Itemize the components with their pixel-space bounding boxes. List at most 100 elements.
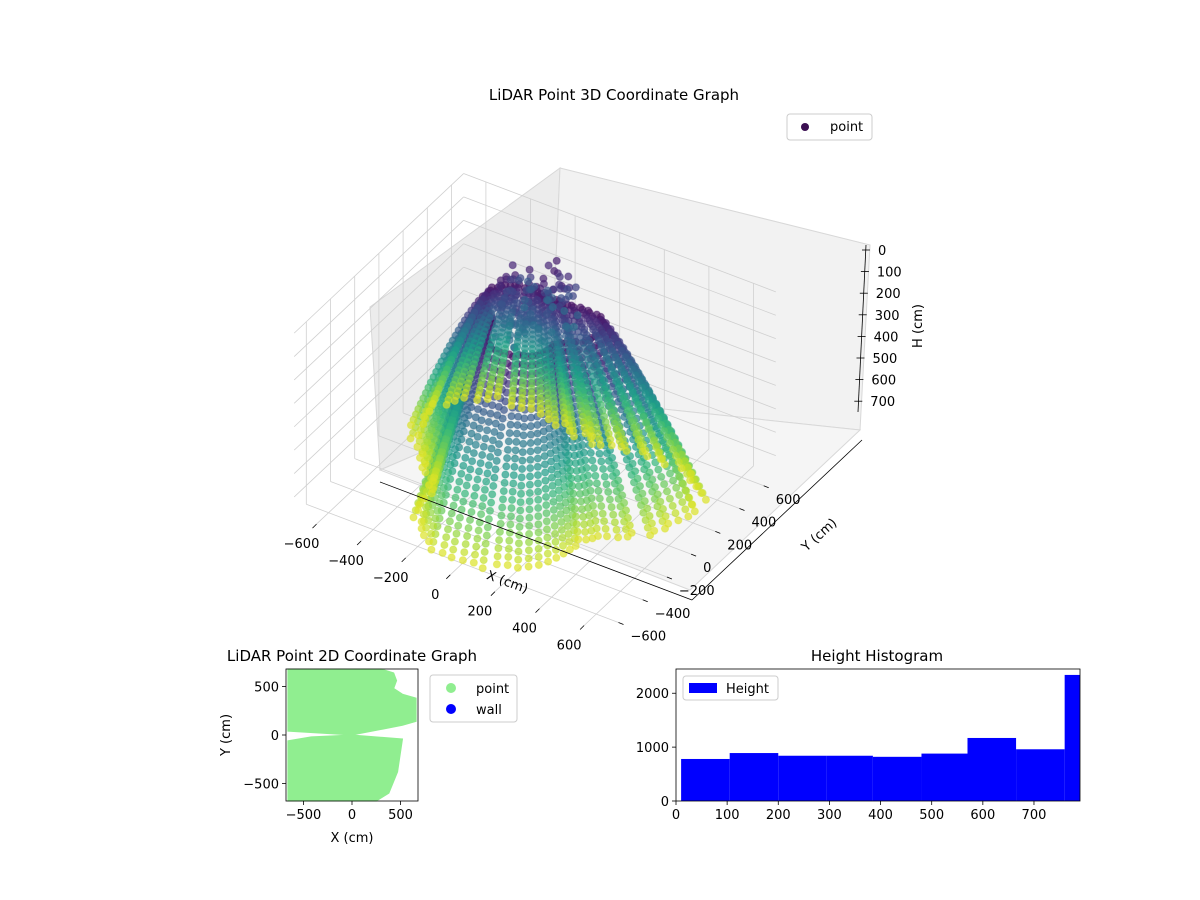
point-3d: [624, 359, 634, 368]
point-3d: [588, 432, 597, 441]
point-3d: [526, 422, 536, 431]
histogram-bar: [729, 753, 779, 801]
point-3d: [564, 292, 574, 301]
point-3d: [638, 489, 647, 498]
point-3d: [474, 526, 483, 535]
point-3d: [517, 404, 526, 413]
point-3d: [671, 451, 681, 460]
point-3d: [478, 450, 487, 460]
point-3d: [657, 472, 666, 481]
point-3d: [572, 520, 581, 529]
point-3d: [492, 560, 501, 569]
point-3d: [628, 365, 637, 374]
x-tick-label-3d: 200: [467, 605, 492, 620]
point-3d: [568, 481, 577, 490]
point-3d: [467, 507, 476, 517]
point-3d: [597, 457, 606, 466]
histogram-y-tick-label: 1000: [636, 741, 669, 756]
z-tick-label-3d: 700: [870, 395, 895, 410]
point-3d: [478, 502, 487, 511]
point-3d: [451, 493, 460, 502]
y-tick-label-3d: 400: [752, 516, 777, 531]
point-3d: [656, 455, 666, 464]
point-3d: [688, 500, 697, 509]
grid-line-side-h: [293, 337, 464, 498]
point-3d: [620, 371, 629, 380]
point-3d: [524, 546, 534, 555]
point-3d: [588, 501, 598, 510]
point-3d: [623, 377, 632, 386]
point-3d: [614, 476, 623, 485]
histogram-x-tick-label: 100: [715, 808, 740, 823]
point-3d: [543, 533, 552, 542]
point-3d: [520, 414, 529, 423]
point-3d: [490, 473, 499, 482]
point-3d: [414, 431, 423, 440]
point-3d: [459, 461, 468, 470]
point-3d: [491, 465, 500, 474]
point-3d: [534, 503, 543, 513]
point-3d: [544, 557, 553, 566]
point-3d: [541, 468, 550, 477]
point-3d: [463, 532, 472, 541]
point-3d: [677, 464, 686, 473]
x-tick-label-3d: −200: [373, 571, 409, 586]
y-tick-label-3d: −600: [631, 630, 667, 645]
point-3d: [579, 448, 589, 457]
point-3d: [534, 560, 543, 570]
x-tick-label-3d: 400: [512, 622, 537, 637]
point-3d: [442, 533, 451, 542]
z-tick-label-3d: 0: [878, 244, 886, 259]
point-3d: [461, 453, 470, 462]
legend-2d-wall-label: wall: [476, 703, 502, 718]
point-3d: [610, 461, 619, 470]
z-axis-line: [857, 244, 867, 413]
z-axis-label-3d: H (cm): [911, 304, 926, 348]
point-3d: [544, 261, 553, 270]
point-3d: [556, 502, 565, 511]
point-3d: [502, 287, 511, 296]
point-3d: [588, 456, 597, 465]
point-3d: [525, 265, 534, 274]
point-3d: [543, 549, 552, 558]
point-3d: [547, 328, 556, 337]
point-3d: [514, 539, 524, 548]
point-3d: [446, 460, 455, 469]
chart-2d: LiDAR Point 2D Coordinate Graph −500 0 500…: [219, 647, 518, 846]
point-3d: [583, 314, 592, 323]
point-3d: [595, 494, 604, 503]
point-3d: [482, 477, 491, 486]
point-3d: [473, 534, 482, 543]
point-3d: [542, 295, 552, 305]
point-3d: [586, 486, 595, 495]
point-3d: [569, 432, 579, 441]
point-3d: [608, 347, 617, 356]
point-3d: [488, 436, 497, 445]
point-3d: [517, 473, 526, 482]
chart-2d-title: LiDAR Point 2D Coordinate Graph: [227, 647, 477, 665]
x-tick-label-3d: 600: [557, 639, 582, 654]
point-3d: [551, 421, 560, 430]
point-3d: [585, 479, 594, 488]
point-3d: [483, 469, 492, 478]
point-3d: [490, 427, 499, 437]
point-3d: [569, 489, 578, 498]
point-3d: [548, 481, 557, 490]
legend-3d-box: [786, 113, 873, 141]
point-3d: [472, 542, 481, 551]
point-3d: [429, 522, 438, 531]
x-axis-line: [379, 481, 693, 601]
point-3d: [534, 512, 543, 521]
point-3d: [527, 404, 536, 413]
point-3d: [437, 491, 446, 500]
legend-2d-point-label: point: [476, 682, 509, 697]
point-3d: [536, 409, 545, 418]
point-3d: [516, 274, 525, 283]
point-3d: [505, 429, 514, 438]
point-3d: [524, 562, 533, 571]
point-3d: [473, 395, 482, 405]
point-3d: [510, 454, 520, 463]
point-3d: [573, 527, 582, 536]
point-3d: [493, 411, 502, 420]
point-3d: [554, 486, 564, 495]
